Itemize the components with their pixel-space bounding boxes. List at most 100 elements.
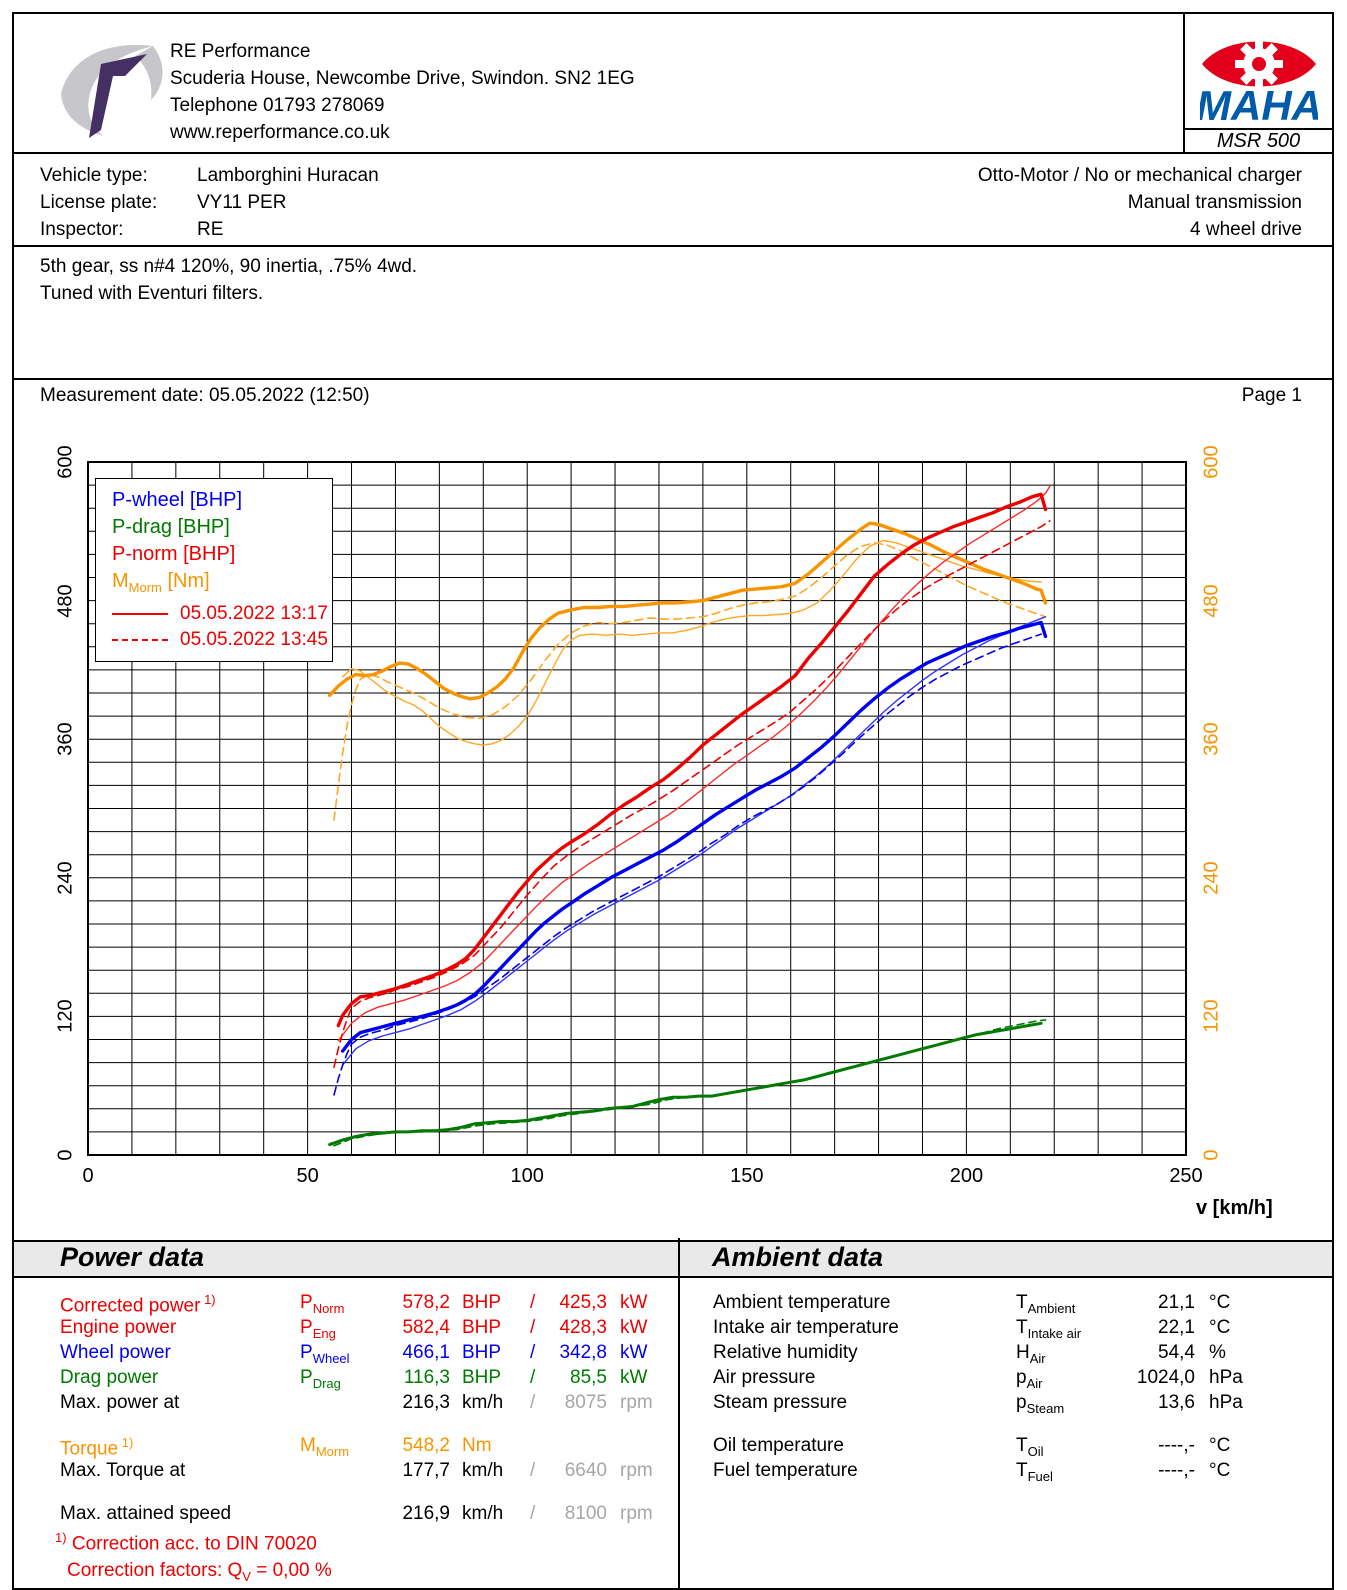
table-row: Torque 1) MMorm 548,2 Nm: [0, 1435, 678, 1460]
maha-wordmark: MAHA: [1200, 82, 1318, 126]
row-symbol: PEng: [300, 1317, 336, 1341]
row-value-secondary: 85,5: [570, 1367, 607, 1388]
table-row: Engine power PEng 582,4 BHP / 428,3 kW: [0, 1317, 678, 1342]
series-torque-m-norm-run1-thin: [342, 539, 1042, 746]
table-row: Corrected power 1) PNorm 578,2 BHP / 425,3 kW: [0, 1292, 678, 1317]
row-label: Ambient temperature: [713, 1292, 891, 1313]
license-plate-value: VY11 PER: [197, 192, 287, 213]
row-unit-primary: BHP: [462, 1367, 502, 1388]
x-axis-tick: 50: [296, 1165, 319, 1187]
y-axis-tick-right: 240: [1200, 861, 1223, 895]
row-unit-primary: Nm: [462, 1435, 492, 1456]
table-row: Max. attained speed 216,9 km/h / 8100 rpm: [0, 1503, 678, 1528]
legend-run-solid: 05.05.2022 13:17: [112, 601, 332, 627]
row-value: ----,-: [1158, 1460, 1195, 1481]
power-data-table: Corrected power 1) PNorm 578,2 BHP/425,3 kW E…: [0, 1292, 678, 1528]
row-value-primary: 548,2: [402, 1435, 450, 1456]
row-value-secondary: 6640: [564, 1460, 607, 1481]
table-row: Relative humidity HAir 54,4%: [678, 1342, 1347, 1367]
row-label: Relative humidity: [713, 1342, 858, 1363]
ambient-data-header-bar: [678, 1240, 1332, 1278]
row-value-primary: 582,4: [402, 1317, 450, 1338]
row-unit-secondary: kW: [620, 1367, 648, 1388]
test-notes: 5th gear, ss n#4 120%, 90 inertia, .75% …: [40, 253, 417, 307]
header-divider: [1183, 12, 1185, 152]
correction-footnotes: 1) Correction acc. to DIN 70020 Correctio…: [55, 1524, 332, 1590]
row-value-secondary: 425,3: [559, 1292, 607, 1313]
spacer: [678, 1238, 680, 1240]
x-axis-tick: 150: [730, 1165, 764, 1187]
slash-separator: /: [530, 1503, 536, 1524]
row-label: Drag power: [60, 1367, 159, 1388]
row-symbol: TIntake air: [1016, 1317, 1082, 1341]
table-row: Air pressure pAir 1024,0 hPa: [678, 1367, 1347, 1392]
row-value: 1024,0: [1136, 1367, 1195, 1388]
measurement-date: Measurement date: 05.05.2022 (12:50): [40, 385, 370, 406]
x-axis-title: v [km/h]: [1196, 1197, 1273, 1219]
row-unit-primary: BHP: [462, 1342, 502, 1363]
inspector-row: Inspector: RE: [40, 216, 640, 243]
row-unit: hPa: [1209, 1392, 1243, 1413]
engine-config: Otto-Motor / No or mechanical charger Ma…: [978, 162, 1302, 243]
vehicle-type-label: Vehicle type:: [40, 165, 148, 186]
row-value-primary: 466,1: [402, 1342, 450, 1363]
row-unit: °C: [1209, 1460, 1231, 1481]
row-value: 22,1: [1158, 1317, 1195, 1338]
y-axis-tick-right: 360: [1200, 722, 1223, 756]
company-block: RE Performance Scuderia House, Newcombe …: [170, 38, 635, 146]
row-label: Intake air temperature: [713, 1317, 899, 1338]
table-row: Drag power PDrag 116,3 BHP / 85,5 kW: [0, 1367, 678, 1392]
power-data-header-bar: [14, 1240, 678, 1278]
series-p-norm-run2-dashed: [333, 520, 1051, 1069]
series-p-norm-main: [336, 492, 1048, 1028]
footnote: Correction factors: QV = 0,00 %: [67, 1560, 332, 1585]
vehicle-type-row: Vehicle type: Lamborghini Huracan: [40, 162, 640, 189]
row-symbol: pAir: [1016, 1367, 1043, 1391]
row-label: Steam pressure: [713, 1392, 848, 1413]
company-name: RE Performance: [170, 41, 311, 62]
note-line: 5th gear, ss n#4 120%, 90 inertia, .75% …: [40, 256, 418, 277]
row-value-primary: 216,3: [402, 1392, 450, 1413]
slash-separator: /: [530, 1342, 536, 1363]
row-label: Corrected power 1): [60, 1292, 216, 1317]
series-p-wheel-run1-thin: [342, 616, 1047, 1066]
table-row: Oil temperature TOil ----,- °C: [678, 1435, 1347, 1460]
row-value: 13,6: [1158, 1392, 1195, 1413]
plot-frame: [87, 461, 1187, 1156]
re-performance-logo-icon: [61, 44, 163, 138]
row-label: Fuel temperature: [713, 1460, 858, 1481]
inspector-value: RE: [197, 219, 224, 240]
slash-separator: /: [530, 1392, 536, 1413]
table-row: Intake air temperature TIntake air 22,1 °C: [678, 1317, 1347, 1342]
dyno-chart: 0 0 120 120 240 240 360 360 480 480 600 600 0 50 100 15…: [0, 420, 1347, 1232]
power-data-title: Power data: [60, 1242, 205, 1272]
row-value-secondary: 428,3: [559, 1317, 607, 1338]
y-axis-tick-right: 120: [1200, 999, 1223, 1034]
row-unit-primary: km/h: [462, 1460, 504, 1481]
row-label: Oil temperature: [713, 1435, 844, 1456]
chart-legend: P-wheel [BHP] P-drag [BHP] P-norm [BHP] MMo…: [95, 478, 333, 662]
row-label: Max. attained speed: [60, 1503, 232, 1524]
row-value: 21,1: [1158, 1292, 1195, 1313]
msr-divider: [1183, 128, 1334, 130]
series-p-wheel-main: [341, 620, 1048, 1053]
y-axis-tick-right: 0: [1200, 1149, 1223, 1161]
row-unit-secondary: rpm: [620, 1392, 653, 1413]
transmission-type: Manual transmission: [1127, 192, 1302, 213]
vehicle-type-value: Lamborghini Huracan: [197, 165, 379, 186]
row-unit-secondary: rpm: [620, 1460, 653, 1481]
row-label: Torque 1): [60, 1435, 134, 1460]
row-value: ----,-: [1158, 1435, 1195, 1456]
vehicle-info: Vehicle type: Lamborghini Huracan Licens…: [40, 162, 640, 243]
row-value-primary: 578,2: [402, 1292, 450, 1313]
table-row: Max. Torque at 177,7 km/h / 6640 rpm: [0, 1460, 678, 1485]
y-axis-tick-right: 480: [1200, 583, 1223, 618]
row-unit: °C: [1209, 1435, 1231, 1456]
x-axis-tick: 250: [1169, 1165, 1203, 1187]
row-symbol: PDrag: [300, 1367, 341, 1391]
row-value-secondary: 8075: [564, 1392, 607, 1413]
measurement-rule: [12, 378, 1334, 380]
x-axis-tick: 0: [82, 1165, 94, 1187]
row-unit-primary: BHP: [462, 1317, 502, 1338]
